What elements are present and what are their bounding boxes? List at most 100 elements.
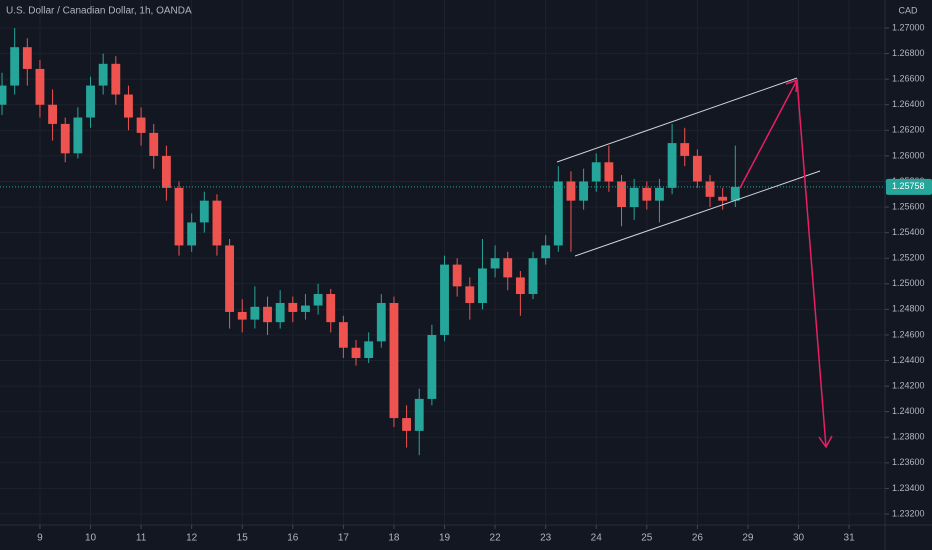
x-tick-label: 10 bbox=[85, 533, 97, 544]
currency-label: CAD bbox=[898, 5, 918, 15]
chart-title: U.S. Dollar / Canadian Dollar, 1h, OANDA bbox=[6, 6, 192, 17]
y-tick-label: 1.26400 bbox=[892, 99, 925, 109]
candle-body bbox=[478, 268, 487, 303]
candle-body bbox=[22, 47, 32, 69]
y-tick-label: 1.23400 bbox=[892, 483, 925, 493]
candle-body bbox=[124, 94, 133, 118]
last-price-label: 1.25758 bbox=[892, 181, 925, 191]
candle-body bbox=[503, 258, 513, 278]
y-tick-label: 1.24600 bbox=[892, 329, 925, 339]
candle-body bbox=[528, 258, 538, 295]
x-tick-label: 17 bbox=[338, 533, 350, 544]
candle-body bbox=[161, 155, 171, 188]
x-tick-label: 11 bbox=[136, 533, 147, 544]
candle-body bbox=[629, 187, 639, 208]
drawings bbox=[556, 77, 833, 449]
x-tick-label: 18 bbox=[388, 533, 400, 544]
x-tick-label: 22 bbox=[490, 533, 502, 544]
x-tick-label: 24 bbox=[591, 533, 603, 544]
candle-body bbox=[364, 341, 374, 358]
y-tick-label: 1.26800 bbox=[892, 48, 925, 58]
candle-body bbox=[10, 47, 20, 86]
y-tick-label: 1.26600 bbox=[892, 74, 925, 84]
candle-body bbox=[275, 302, 285, 323]
candle-body bbox=[111, 63, 121, 95]
candle-body bbox=[490, 258, 500, 269]
y-tick-label: 1.25200 bbox=[892, 253, 925, 263]
last-price-tag bbox=[886, 178, 932, 195]
y-tick-label: 1.24800 bbox=[892, 304, 925, 314]
x-tick-label: 23 bbox=[540, 533, 552, 544]
channel-lower bbox=[574, 170, 821, 257]
candle-body bbox=[579, 181, 589, 201]
candle-body bbox=[48, 104, 58, 124]
candle-body bbox=[680, 143, 690, 156]
candle-body bbox=[301, 305, 310, 312]
candle-body bbox=[566, 181, 576, 201]
y-tick-label: 1.25400 bbox=[892, 227, 925, 237]
y-tick-label: 1.27000 bbox=[892, 22, 925, 32]
x-tick-label: 12 bbox=[186, 533, 198, 544]
candle-body bbox=[389, 302, 399, 419]
candle-body bbox=[414, 398, 424, 431]
arrow-down-head bbox=[818, 435, 833, 449]
candle-body bbox=[604, 162, 614, 182]
candle-body bbox=[326, 294, 336, 323]
x-tick-label: 9 bbox=[37, 533, 43, 544]
candle-body bbox=[263, 306, 272, 323]
x-tick-label: 31 bbox=[844, 533, 856, 544]
candle-body bbox=[199, 200, 209, 223]
candle-body bbox=[692, 155, 702, 182]
candle-body bbox=[402, 418, 412, 431]
candle-body bbox=[515, 277, 525, 295]
y-tick-label: 1.26000 bbox=[892, 150, 925, 160]
candle-body bbox=[465, 286, 475, 303]
x-tick-label: 29 bbox=[742, 533, 754, 544]
y-tick-label: 1.24000 bbox=[892, 406, 925, 416]
candle-body bbox=[86, 85, 95, 118]
candle-body bbox=[591, 162, 601, 182]
candle-body bbox=[174, 187, 184, 246]
y-tick-label: 1.24200 bbox=[892, 380, 925, 390]
candle-body bbox=[440, 264, 449, 335]
candle-body bbox=[427, 334, 437, 399]
candle-body bbox=[730, 186, 740, 201]
channel-upper bbox=[556, 77, 798, 163]
arrow-up bbox=[739, 79, 798, 189]
y-tick-label: 1.23800 bbox=[892, 432, 925, 442]
candle-body bbox=[376, 302, 386, 342]
candles bbox=[0, 28, 885, 456]
candle-body bbox=[136, 117, 146, 133]
y-tick-label: 1.24400 bbox=[892, 355, 925, 365]
candle-body bbox=[313, 294, 323, 306]
candle-body bbox=[187, 222, 197, 246]
candle-body bbox=[617, 181, 626, 208]
candle-body bbox=[351, 347, 361, 358]
candle-body bbox=[73, 117, 83, 154]
candle-body bbox=[250, 306, 260, 320]
x-tick-label: 25 bbox=[641, 533, 653, 544]
x-tick-label: 26 bbox=[692, 533, 704, 544]
candle-body bbox=[0, 85, 7, 105]
y-tick-label: 1.26200 bbox=[892, 125, 925, 135]
candle-body bbox=[667, 143, 677, 188]
x-tick-label: 16 bbox=[287, 533, 299, 544]
x-tick-label: 19 bbox=[439, 533, 451, 544]
candle-body bbox=[149, 132, 159, 156]
candle-body bbox=[718, 196, 728, 201]
candle-body bbox=[60, 123, 70, 154]
candle-body bbox=[237, 311, 247, 320]
candle-body bbox=[452, 264, 462, 287]
candle-body bbox=[338, 322, 348, 348]
candle-body bbox=[642, 187, 652, 201]
candle-body bbox=[288, 302, 298, 312]
y-tick-label: 1.25600 bbox=[892, 201, 925, 211]
candle-body bbox=[225, 245, 235, 312]
y-tick-label: 1.23200 bbox=[892, 508, 925, 518]
arrow-down bbox=[796, 79, 827, 448]
candle-body bbox=[98, 63, 108, 86]
candle-body bbox=[212, 200, 222, 246]
